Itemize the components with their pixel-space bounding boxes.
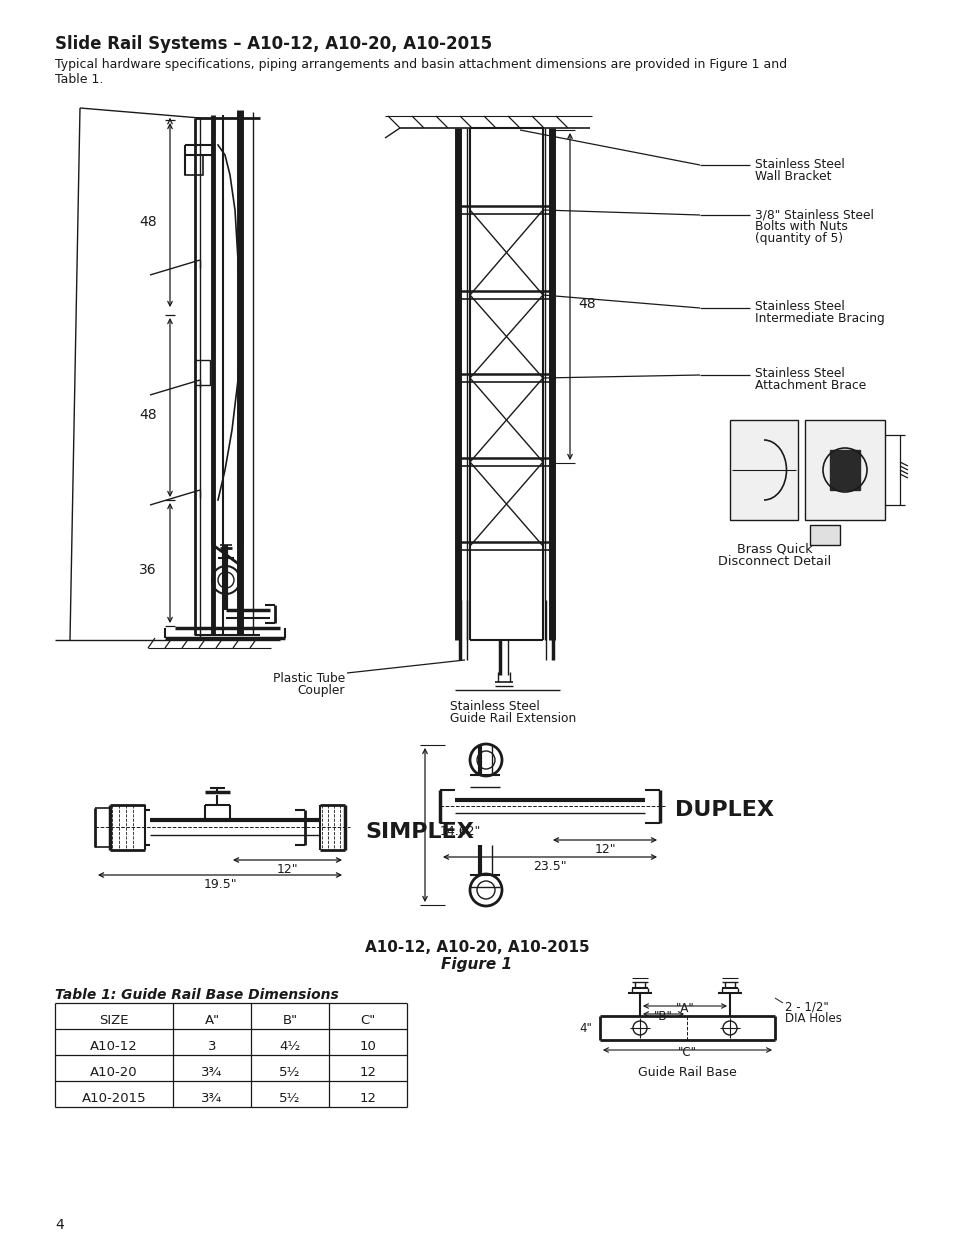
Text: (quantity of 5): (quantity of 5) (754, 232, 842, 245)
Text: 3¾: 3¾ (201, 1067, 222, 1079)
Text: A10-12, A10-20, A10-2015: A10-12, A10-20, A10-2015 (364, 940, 589, 955)
Text: 48: 48 (578, 296, 595, 311)
Text: Disconnect Detail: Disconnect Detail (718, 555, 831, 568)
Text: DIA Holes: DIA Holes (784, 1011, 841, 1025)
Text: 48: 48 (139, 215, 156, 228)
Text: 36: 36 (139, 563, 156, 577)
Text: SIZE: SIZE (99, 1014, 129, 1028)
Text: A10-2015: A10-2015 (82, 1093, 146, 1105)
Text: Typical hardware specifications, piping arrangements and basin attachment dimens: Typical hardware specifications, piping … (55, 58, 786, 86)
Text: DUPLEX: DUPLEX (675, 800, 773, 820)
Text: Stainless Steel: Stainless Steel (754, 367, 843, 380)
Text: A": A" (204, 1014, 219, 1028)
Text: C": C" (360, 1014, 375, 1028)
Text: Slide Rail Systems – A10-12, A10-20, A10-2015: Slide Rail Systems – A10-12, A10-20, A10… (55, 35, 492, 53)
Text: 5½: 5½ (279, 1067, 300, 1079)
FancyBboxPatch shape (729, 420, 797, 520)
Text: 12: 12 (359, 1093, 376, 1105)
Text: B": B" (282, 1014, 297, 1028)
Text: 4: 4 (55, 1218, 64, 1233)
Text: A10-20: A10-20 (91, 1067, 137, 1079)
Text: 12": 12" (594, 844, 616, 856)
Bar (185, 156, 203, 175)
FancyBboxPatch shape (804, 420, 884, 520)
Text: 3: 3 (208, 1041, 216, 1053)
Text: "C": "C" (677, 1046, 696, 1060)
Text: Coupler: Coupler (297, 684, 345, 697)
Text: 5½: 5½ (279, 1093, 300, 1105)
Text: Wall Bracket: Wall Bracket (754, 170, 831, 183)
Text: "A": "A" (675, 1002, 694, 1014)
Text: Stainless Steel: Stainless Steel (754, 300, 843, 312)
Text: Bolts with Nuts: Bolts with Nuts (754, 220, 847, 233)
Text: SIMPLEX: SIMPLEX (365, 823, 474, 842)
Text: 10: 10 (359, 1041, 376, 1053)
Bar (809, 525, 840, 545)
Text: Stainless Steel: Stainless Steel (754, 158, 843, 170)
Text: 2 - 1/2": 2 - 1/2" (784, 1000, 828, 1013)
Text: Table 1: Guide Rail Base Dimensions: Table 1: Guide Rail Base Dimensions (55, 988, 338, 1002)
Text: Brass Quick: Brass Quick (737, 542, 812, 555)
Text: Stainless Steel: Stainless Steel (450, 700, 539, 713)
Text: 12: 12 (359, 1067, 376, 1079)
Text: Plastic Tube: Plastic Tube (273, 672, 345, 685)
Text: 4": 4" (578, 1021, 592, 1035)
Text: 3/8" Stainless Steel: 3/8" Stainless Steel (754, 207, 873, 221)
Text: Guide Rail Extension: Guide Rail Extension (450, 713, 576, 725)
Text: "B": "B" (653, 1009, 672, 1023)
Text: Attachment Brace: Attachment Brace (754, 379, 865, 391)
Text: 4½: 4½ (279, 1041, 300, 1053)
Text: 19.5": 19.5" (203, 878, 236, 890)
Text: Guide Rail Base: Guide Rail Base (637, 1066, 736, 1079)
Text: 3¾: 3¾ (201, 1093, 222, 1105)
Text: 14.62": 14.62" (439, 825, 481, 839)
Bar (829, 450, 859, 490)
Text: 12": 12" (276, 863, 297, 876)
Bar (194, 359, 210, 385)
Text: 48: 48 (139, 408, 156, 422)
Text: 23.5": 23.5" (533, 860, 566, 873)
Text: Figure 1: Figure 1 (441, 957, 512, 972)
Text: Intermediate Bracing: Intermediate Bracing (754, 312, 883, 325)
Text: A10-12: A10-12 (90, 1041, 138, 1053)
